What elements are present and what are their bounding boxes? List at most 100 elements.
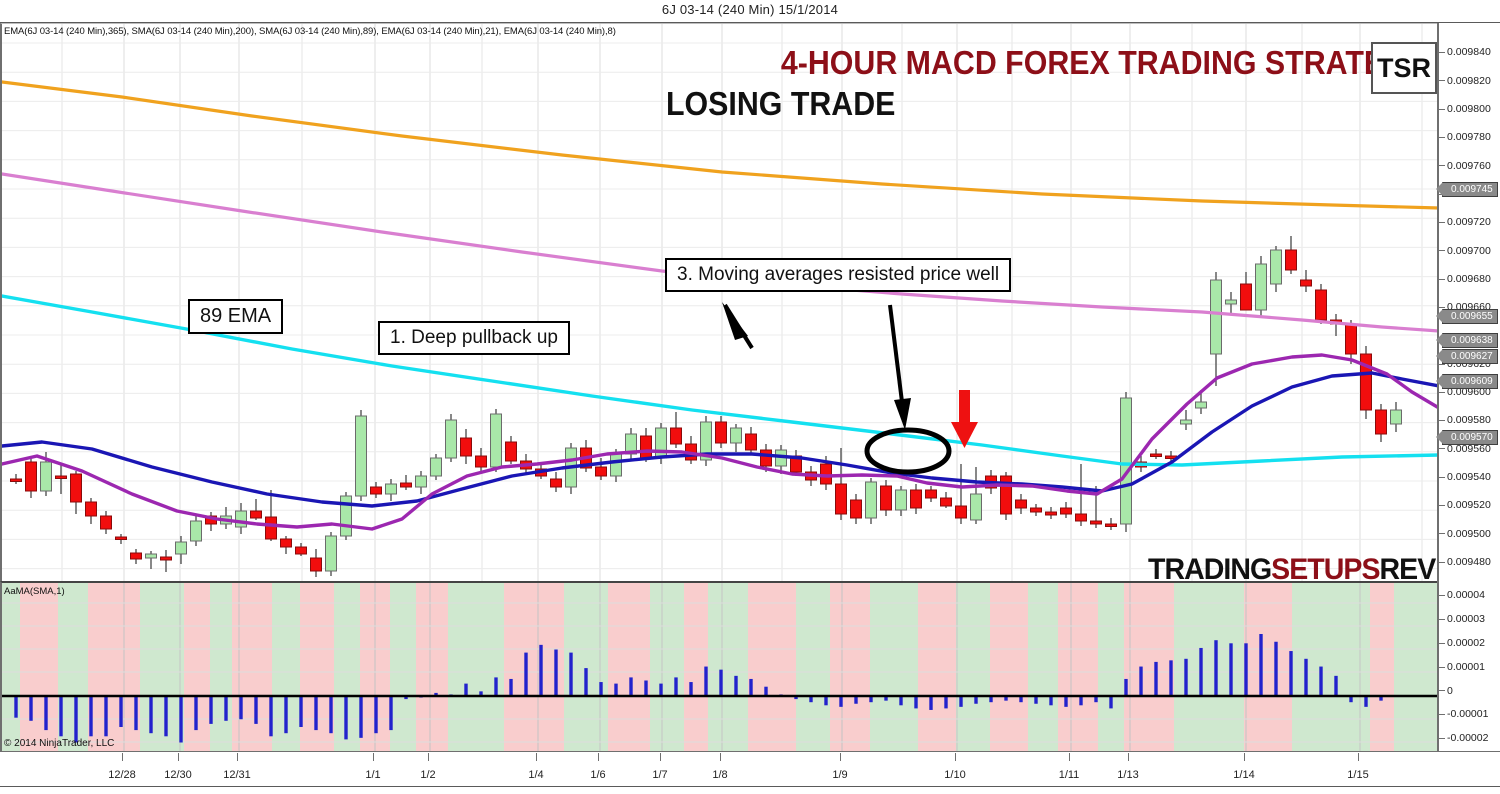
candlestick: [730, 424, 742, 452]
candlestick: [1330, 314, 1342, 336]
price-axis-tick: 0.009820: [1439, 75, 1491, 87]
macd-session-band: [416, 583, 448, 753]
price-axis-tick: 0.009800: [1439, 103, 1491, 115]
candlestick: [355, 410, 367, 501]
candlestick: [415, 471, 427, 494]
candlestick: [910, 484, 922, 514]
time-axis-label: 1/13: [1117, 769, 1139, 781]
candlestick: [790, 450, 802, 476]
price-axis-tick: 0.009540: [1439, 471, 1491, 483]
price-marker-ema365: 0.009745: [1436, 181, 1498, 197]
candlestick: [400, 475, 412, 490]
price-marker-ema8: 0.009638: [1436, 333, 1498, 349]
time-axis-label: 1/6: [590, 769, 606, 781]
macd-axis-tick-label: 0: [1447, 684, 1453, 697]
macd-session-band: [140, 583, 184, 753]
macd-session-band: [708, 583, 748, 753]
candlestick: [310, 549, 322, 577]
macd-session-band: [956, 583, 990, 753]
candlestick: [940, 492, 952, 508]
candlestick: [1255, 256, 1267, 316]
candlestick: [280, 536, 292, 554]
bottom-divider: [0, 786, 1500, 787]
time-axis-tick: [237, 753, 238, 761]
watermark-mid: SETUPS: [1271, 553, 1380, 586]
time-axis-label: 1/11: [1058, 769, 1080, 781]
price-axis-tick-label: 0.009720: [1447, 216, 1491, 229]
candlestick: [325, 532, 337, 576]
candlestick: [865, 478, 877, 524]
price-axis-tick-label: 0.009680: [1447, 272, 1491, 285]
candlestick: [1060, 502, 1072, 518]
macd-session-band: [1244, 583, 1292, 753]
time-axis-tick: [660, 753, 661, 761]
time-axis-tick: [1244, 753, 1245, 761]
time-axis-label: 1/8: [712, 769, 728, 781]
candlestick: [340, 492, 352, 540]
candlestick: [445, 414, 457, 462]
candlestick: [1015, 494, 1027, 514]
candlestick: [1240, 272, 1252, 311]
macd-axis-tick: -0.00001: [1439, 708, 1488, 720]
copyright-notice: © 2014 NinjaTrader, LLC: [4, 738, 115, 749]
time-axis-tick: [1128, 753, 1129, 761]
headline-line2: LOSING TRADE: [666, 85, 896, 122]
candlestick: [715, 416, 727, 448]
macd-session-band: [684, 583, 708, 753]
macd-axis-tick-label: -0.00001: [1447, 708, 1489, 721]
candlestick: [370, 482, 382, 498]
price-marker-sma89: 0.009570: [1436, 429, 1498, 445]
watermark-pre: TRADING: [1148, 553, 1272, 586]
candlestick: [295, 543, 307, 556]
price-axis-tick-label: 0.009480: [1447, 556, 1491, 568]
macd-chart-panel[interactable]: [0, 581, 1439, 753]
candlestick: [130, 549, 142, 564]
macd-session-band: [20, 583, 58, 753]
macd-session-band: [918, 583, 956, 753]
title-divider: [0, 22, 1500, 23]
macd-axis-tick-label: 0.00001: [1447, 660, 1485, 673]
candlestick: [10, 474, 22, 484]
candlestick: [490, 409, 502, 472]
price-axis-tick: 0.009720: [1439, 216, 1491, 228]
macd-axis-tick-label: 0.00003: [1447, 613, 1485, 626]
price-axis-tick-label: 0.009580: [1447, 414, 1491, 427]
price-axis-tick-label: 0.009820: [1447, 74, 1491, 87]
macd-session-band: [1370, 583, 1394, 753]
candlestick: [145, 551, 157, 569]
candlestick: [1180, 410, 1192, 430]
macd-session-band: [608, 583, 650, 753]
candlestick: [970, 467, 982, 524]
headline-line1: 4-HOUR MACD FOREX TRADING STRATEGY: [780, 44, 1428, 81]
time-axis-label: 1/14: [1233, 769, 1255, 781]
price-axis-tick-label: 0.009700: [1447, 244, 1491, 257]
candlestick: [1150, 449, 1162, 459]
window-title: 6J 03-14 (240 Min) 15/1/2014: [661, 2, 839, 17]
indicator-legend: EMA(6J 03-14 (240 Min),365), SMA(6J 03-1…: [4, 26, 616, 37]
time-axis-tick: [955, 753, 956, 761]
time-axis-tick: [840, 753, 841, 761]
time-axis-label: 1/2: [420, 769, 436, 781]
macd-session-band: [504, 583, 564, 753]
price-axis-tick-label: 0.009540: [1447, 471, 1491, 484]
macd-session-band: [1394, 583, 1439, 753]
macd-axis-tick-label: 0.00004: [1447, 589, 1485, 602]
candlestick: [70, 471, 82, 514]
macd-axis-tick: 0.00004: [1439, 589, 1485, 601]
macd-session-band: [2, 583, 20, 753]
candlestick: [115, 534, 127, 544]
price-axis-tick-label: 0.009500: [1447, 527, 1491, 540]
price-axis-tick: 0.009700: [1439, 245, 1491, 257]
candlestick: [175, 536, 187, 564]
macd-axis-tick: 0: [1439, 685, 1453, 697]
time-axis[interactable]: 12/28 12/30 12/31 1/1 1/2 1/4 1/6 1/7 1/8 1/9 1/10…: [0, 751, 1500, 794]
candlestick: [100, 511, 112, 534]
price-axis-tick: 0.009840: [1439, 46, 1491, 58]
price-axis[interactable]: 0.009840 0.009820 0.009800 0.009780 0.009760…: [1436, 23, 1500, 751]
macd-indicator-legend: AaMA(SMA,1): [4, 586, 65, 597]
candlestick: [430, 454, 442, 480]
price-marker-sma200: 0.009655: [1436, 309, 1498, 325]
macd-session-band: [870, 583, 918, 753]
macd-session-band: [990, 583, 1028, 753]
